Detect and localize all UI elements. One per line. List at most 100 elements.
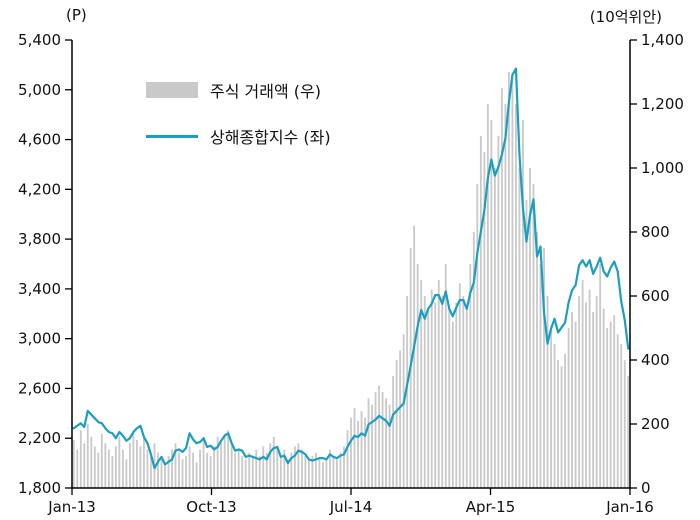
volume-bar — [434, 302, 437, 488]
volume-bar — [160, 459, 163, 488]
x-axis-tick-label: Jan-13 — [47, 498, 96, 516]
legend-item-trading-value: 주식 거래액 (우) — [146, 78, 331, 102]
volume-bar — [444, 264, 447, 488]
volume-bar — [174, 443, 177, 488]
left-axis-tick-label: 4,600 — [18, 131, 61, 149]
volume-bar — [374, 392, 377, 488]
volume-bar — [462, 296, 465, 488]
left-axis-tick-label: 2,200 — [18, 429, 61, 447]
volume-bar — [395, 360, 398, 488]
volume-bar — [188, 446, 191, 488]
volume-bar — [627, 376, 630, 488]
volume-bar — [83, 443, 86, 488]
volume-bar — [599, 264, 602, 488]
volume-bar — [255, 449, 258, 488]
left-axis-tick-label: 3,000 — [18, 330, 61, 348]
volume-bar — [171, 449, 173, 488]
line-swatch-icon — [146, 134, 198, 138]
volume-bar — [465, 308, 468, 488]
volume-bar — [300, 449, 303, 488]
volume-bar — [416, 264, 419, 488]
volume-bar — [476, 184, 479, 488]
volume-bar — [585, 302, 588, 488]
volume-bar — [423, 296, 426, 488]
volume-bar — [532, 184, 535, 488]
legend-label-trading-value: 주식 거래액 (우) — [210, 82, 321, 101]
chart-legend: 주식 거래액 (우) 상해종합지수 (좌) — [146, 78, 331, 170]
volume-bar — [100, 433, 103, 488]
volume-bar — [371, 404, 373, 488]
volume-bar — [606, 328, 609, 488]
volume-bar — [290, 452, 293, 488]
volume-bar — [164, 462, 166, 488]
volume-bar — [332, 456, 335, 488]
volume-bar — [616, 334, 619, 488]
volume-bar — [157, 452, 159, 488]
volume-bar — [286, 459, 289, 488]
volume-bar — [114, 446, 117, 488]
volume-bar — [592, 312, 595, 488]
volume-bar — [318, 459, 321, 488]
volume-bar — [483, 152, 486, 488]
volume-bar — [451, 321, 454, 488]
volume-bar — [550, 328, 552, 488]
right-axis-tick-label: 0 — [641, 479, 651, 497]
volume-bar — [118, 436, 121, 488]
volume-bar — [90, 436, 93, 488]
volume-bar — [574, 321, 577, 488]
x-axis-tick-label: Jan-16 — [605, 498, 654, 516]
volume-bar — [336, 459, 338, 488]
right-axis-unit-label: (10억위안) — [589, 8, 662, 26]
volume-bar — [602, 308, 605, 488]
volume-bar — [279, 456, 282, 488]
volume-bar — [251, 456, 254, 488]
volume-bar — [595, 296, 598, 488]
volume-bar — [486, 104, 489, 488]
volume-bar — [86, 424, 89, 488]
volume-bar — [143, 436, 145, 488]
volume-bar — [399, 350, 402, 488]
volume-bar — [493, 168, 496, 488]
volume-bar — [557, 360, 559, 488]
volume-bar — [472, 232, 475, 488]
volume-bar — [427, 308, 430, 488]
volume-bar — [230, 443, 233, 488]
volume-bar — [132, 433, 135, 488]
volume-bar — [546, 296, 549, 488]
volume-bar — [392, 376, 395, 488]
volume-bar — [206, 452, 209, 488]
volume-bar — [293, 446, 296, 488]
volume-bar — [339, 452, 342, 488]
volume-bar — [167, 456, 170, 488]
volume-bar — [543, 248, 545, 488]
volume-bar — [623, 360, 626, 488]
right-axis-tick-label: 400 — [641, 351, 670, 369]
volume-bar — [213, 446, 216, 488]
volume-bar — [578, 296, 581, 488]
volume-bar — [448, 308, 451, 488]
volume-bar — [402, 334, 405, 488]
volume-bar — [367, 398, 370, 488]
volume-bar — [357, 420, 359, 488]
volume-bar — [413, 225, 416, 488]
volume-bar — [529, 168, 531, 488]
volume-bar — [192, 452, 194, 488]
volume-bar — [518, 168, 521, 488]
volume-bar — [269, 443, 272, 488]
volume-bar — [128, 443, 131, 488]
volume-bar — [107, 449, 110, 488]
volume-bar — [314, 452, 317, 488]
volume-bar — [139, 446, 142, 488]
volume-bar — [181, 459, 184, 488]
volume-bar — [216, 436, 219, 488]
volume-bar — [202, 440, 205, 488]
left-axis-tick-label: 2,600 — [18, 379, 61, 397]
left-axis-unit-label: (P) — [66, 6, 87, 24]
volume-bar — [258, 456, 261, 488]
volume-bar — [500, 88, 503, 488]
volume-bar — [364, 417, 366, 488]
volume-bar — [237, 449, 240, 488]
volume-bar — [325, 459, 328, 488]
volume-bar — [553, 344, 556, 488]
volume-bar — [564, 353, 566, 488]
